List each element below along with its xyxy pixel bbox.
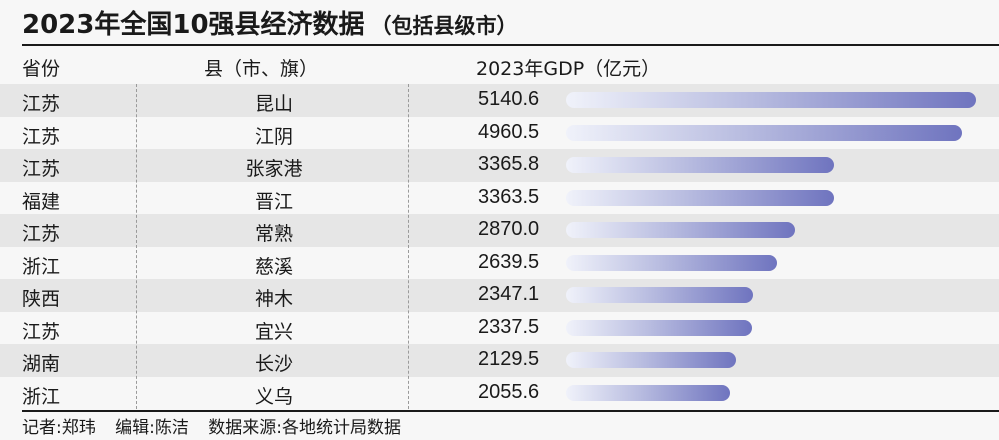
county-label: 晋江 <box>254 190 293 213</box>
gdp-value-label: 2870.0 <box>478 218 540 240</box>
county-label: 神木 <box>254 288 293 310</box>
province-label: 湖南 <box>22 353 61 375</box>
footer-editor: 编辑:陈洁 <box>115 418 189 438</box>
province-label: 陕西 <box>22 288 61 310</box>
gdp-value-label: 3363.5 <box>478 185 540 208</box>
province-label: 江苏 <box>22 320 61 343</box>
province-label: 浙江 <box>22 255 61 278</box>
table-row: 江苏 宜兴 2337.5 <box>0 312 999 345</box>
county-label: 江阴 <box>254 125 293 148</box>
gdp-value-label: 2337.5 <box>478 315 540 338</box>
footer: 记者:郑玮 编辑:陈洁 数据来源:各地统计局数据 <box>22 413 415 438</box>
table-row: 浙江 义乌 2055.6 <box>0 377 999 410</box>
province-label: 江苏 <box>22 93 61 115</box>
table-row: 江苏 常熟 2870.0 <box>0 214 999 247</box>
province-label: 江苏 <box>22 158 61 180</box>
gdp-bar <box>566 384 730 401</box>
gdp-value-label: 3365.8 <box>478 153 540 175</box>
gdp-bar <box>566 124 962 141</box>
county-label: 常熟 <box>254 223 293 245</box>
top-rule <box>22 44 999 46</box>
gdp-value-label: 2639.5 <box>478 250 540 273</box>
gdp-bar <box>566 319 753 336</box>
county-label: 长沙 <box>254 353 293 375</box>
county-label: 宜兴 <box>254 320 293 343</box>
province-label: 浙江 <box>22 385 61 408</box>
table-row: 江苏 张家港 3365.8 <box>0 149 999 182</box>
title-text: 2023年全国10强县经济数据 <box>22 10 365 40</box>
header-county: 县（市、旗） <box>204 58 319 80</box>
province-label: 江苏 <box>22 223 61 245</box>
footer-reporter: 记者:郑玮 <box>22 418 96 438</box>
gdp-bar <box>566 92 976 108</box>
bottom-rule <box>22 410 999 412</box>
table-row: 湖南 长沙 2129.5 <box>0 344 999 377</box>
table-row: 福建 晋江 3363.5 <box>0 182 999 215</box>
footer-source: 数据来源:各地统计局数据 <box>208 418 402 438</box>
column-divider-2 <box>408 84 409 409</box>
chart-title: 2023年全国10强县经济数据 （包括县级市） <box>22 4 518 41</box>
gdp-bar <box>566 287 754 303</box>
table-row: 江苏 江阴 4960.5 <box>0 117 999 150</box>
subtitle-text: （包括县级市） <box>370 14 518 38</box>
table-row: 江苏 昆山 5140.6 <box>0 84 999 117</box>
gdp-bar <box>566 222 795 238</box>
gdp-value-label: 5140.6 <box>478 88 540 110</box>
gdp-value-label: 2347.1 <box>478 283 540 305</box>
table-row: 陕西 神木 2347.1 <box>0 279 999 312</box>
header-gdp: 2023年GDP（亿元） <box>476 58 661 80</box>
table-row: 浙江 慈溪 2639.5 <box>0 247 999 280</box>
gdp-value-label: 4960.5 <box>478 120 540 143</box>
header-province: 省份 <box>22 58 61 80</box>
province-label: 福建 <box>22 190 61 213</box>
gdp-bar <box>566 254 777 271</box>
county-label: 昆山 <box>254 93 293 115</box>
county-label: 张家港 <box>245 158 303 180</box>
province-label: 江苏 <box>22 125 61 148</box>
gdp-value-label: 2129.5 <box>478 348 540 370</box>
gdp-bar <box>566 189 835 206</box>
column-divider-1 <box>136 84 137 409</box>
gdp-bar <box>566 157 835 173</box>
county-label: 义乌 <box>254 385 293 408</box>
bar-rows: 江苏 昆山 5140.6 江苏 江阴 4960.5 江苏 张家港 3365.8 福建 晋江 3363.… <box>0 84 999 409</box>
gdp-bar <box>566 352 736 368</box>
gdp-value-label: 2055.6 <box>478 380 540 403</box>
table-header: 省份 县（市、旗） 2023年GDP（亿元） <box>0 50 999 82</box>
county-label: 慈溪 <box>254 255 293 278</box>
